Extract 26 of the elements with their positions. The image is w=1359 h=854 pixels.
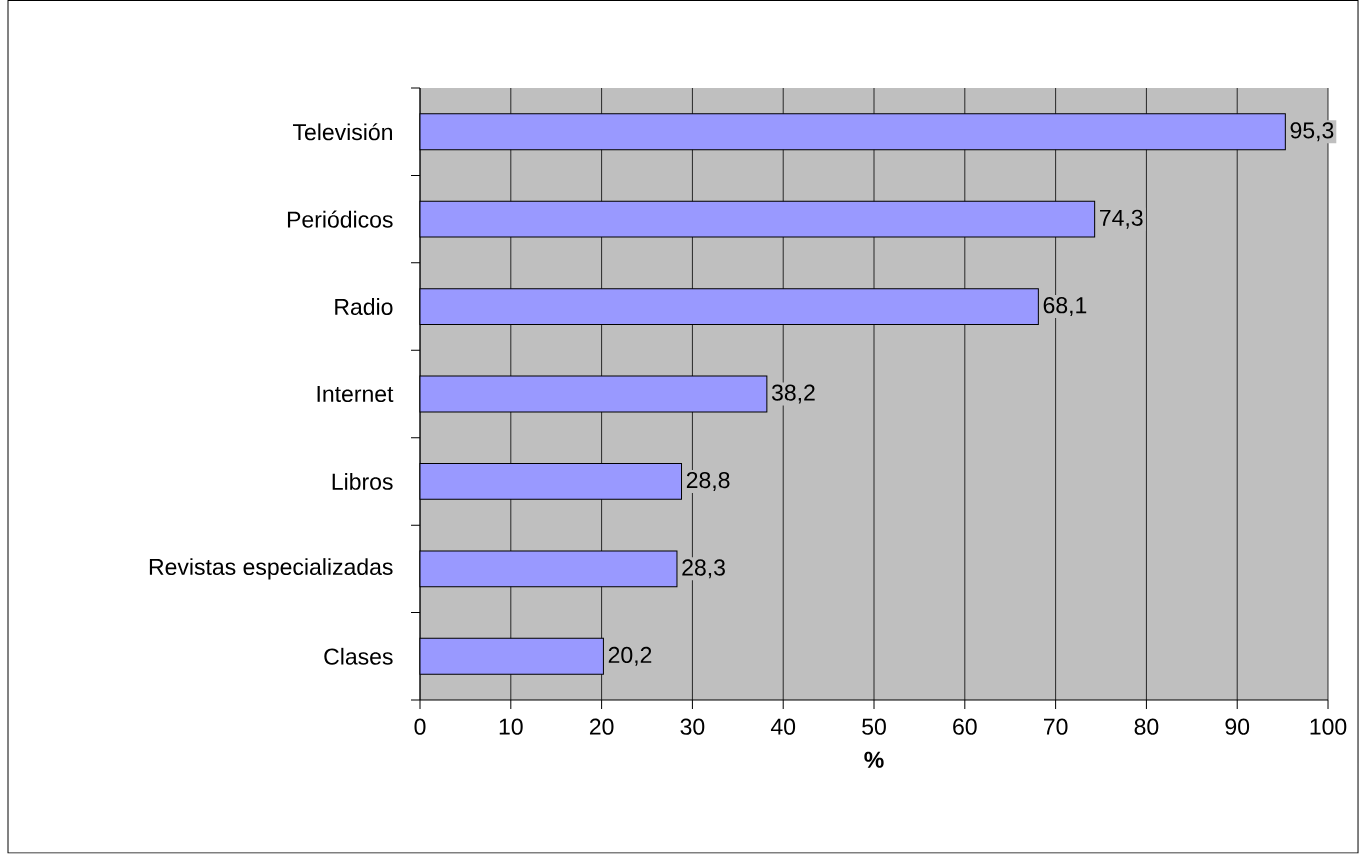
x-tick-label: 40	[770, 718, 796, 736]
x-tick-label: 100	[1310, 718, 1347, 736]
x-axis-title: %	[864, 751, 884, 769]
x-tick-label: 50	[862, 718, 886, 736]
data-label: 68,1	[1043, 297, 1087, 317]
y-tick-label: Revistas especializadas	[149, 558, 393, 580]
y-tick-label: Periódicos	[287, 210, 393, 228]
y-tick-label: Radio	[335, 298, 393, 316]
y-tick-label: Clases	[324, 648, 393, 665]
y-tick-label: Internet	[317, 386, 394, 403]
data-label: 95,3	[1290, 122, 1334, 142]
data-label: 20,2	[608, 647, 652, 667]
x-tick-label: 20	[589, 718, 614, 736]
x-tick-label: 30	[680, 718, 705, 736]
x-tick-label: 60	[953, 718, 977, 736]
y-tick-label: Libros	[332, 473, 393, 491]
x-tick-label: 10	[499, 718, 523, 736]
x-tick-label: 90	[1225, 718, 1250, 736]
data-label: 38,2	[771, 384, 815, 404]
data-label: 28,8	[686, 472, 730, 492]
x-tick-label: 70	[1044, 718, 1068, 736]
x-tick-label: 0	[414, 718, 426, 736]
data-label: 74,3	[1100, 209, 1143, 229]
data-label: 28,3	[682, 559, 725, 579]
x-tick-label: 80	[1134, 718, 1159, 736]
y-tick-label: Televisión	[292, 123, 392, 141]
